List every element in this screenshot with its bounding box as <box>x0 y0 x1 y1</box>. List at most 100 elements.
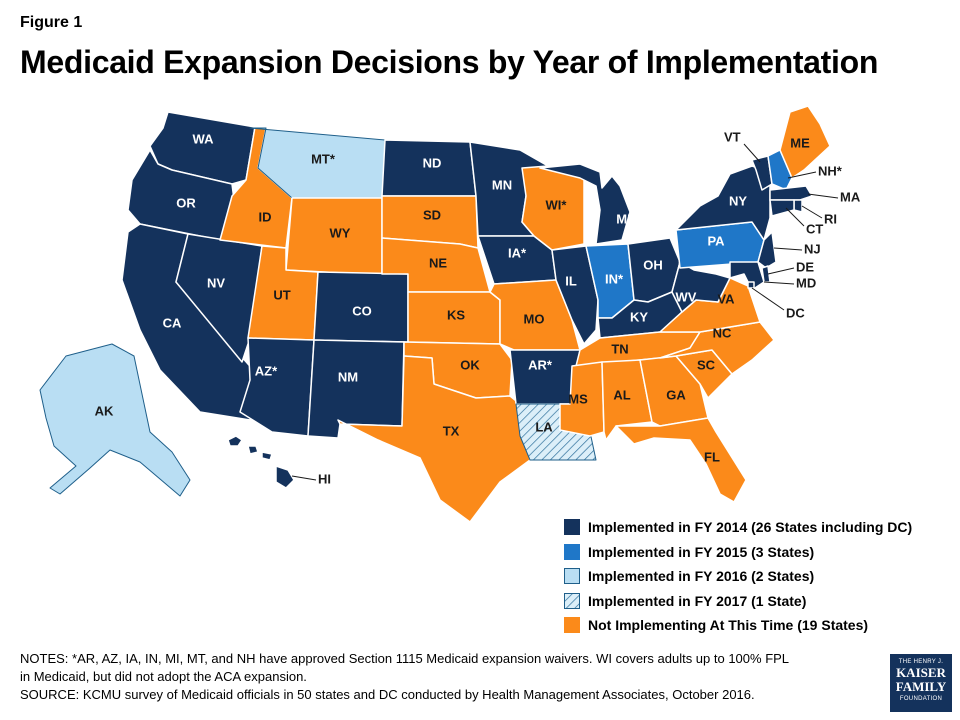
state-label-tx: TX <box>443 423 460 438</box>
leader-line <box>773 247 803 251</box>
state-label-mn: MN <box>492 177 512 192</box>
state-tx <box>337 355 531 523</box>
logo-line-4: FOUNDATION <box>899 696 943 702</box>
state-label-wv: WV <box>676 289 697 304</box>
state-label-ok: OK <box>460 357 480 372</box>
state-label-ar: AR* <box>528 357 553 372</box>
state-label-wi: WI* <box>546 197 568 212</box>
legend-label-fy2014: Implemented in FY 2014 (26 States includ… <box>588 519 913 536</box>
state-az <box>239 337 315 437</box>
state-label-md: MD <box>796 275 816 290</box>
state-hi-part <box>227 435 243 447</box>
legend-swatch-fy2017 <box>564 592 580 609</box>
state-label-ca: CA <box>163 315 182 330</box>
leader-line <box>785 207 805 227</box>
state-label-wa: WA <box>193 131 215 146</box>
state-label-il: IL <box>565 273 577 288</box>
state-label-ga: GA <box>666 387 686 402</box>
state-label-me: ME <box>790 135 810 150</box>
leader-line <box>801 205 823 219</box>
state-label-in: IN* <box>605 271 624 286</box>
leader-line <box>751 287 785 311</box>
state-label-nh: NH* <box>818 163 843 178</box>
state-label-la: LA <box>535 419 553 434</box>
legend-swatch-fy2015 <box>564 543 580 560</box>
notes-line-2: in Medicaid, but did not adopt the ACA e… <box>20 669 307 684</box>
state-label-co: CO <box>352 303 372 318</box>
legend-label-fy2017: Implemented in FY 2017 (1 State) <box>588 592 807 609</box>
leader-line <box>743 143 761 163</box>
state-hi-part <box>275 465 295 489</box>
kff-logo: THE HENRY J. KAISER FAMILY FOUNDATION <box>890 654 952 712</box>
state-label-wy: WY <box>330 225 351 240</box>
state-label-or: OR <box>176 195 196 210</box>
state-label-al: AL <box>613 387 630 402</box>
legend-label-fy2015: Implemented in FY 2015 (3 States) <box>588 543 815 560</box>
state-label-az: AZ* <box>255 363 278 378</box>
notes-line-1: NOTES: *AR, AZ, IA, IN, MI, MT, and NH h… <box>20 651 790 666</box>
legend-item-fy2014: Implemented in FY 2014 (26 States includ… <box>564 515 912 540</box>
state-ri <box>793 199 803 213</box>
state-dc <box>747 281 755 289</box>
state-label-va: VA <box>717 291 735 306</box>
logo-line-3: FAMILY <box>895 679 947 694</box>
state-label-ks: KS <box>447 307 465 322</box>
state-label-vt: VT <box>724 129 741 144</box>
state-label-ri: RI <box>824 211 837 226</box>
leader-line <box>767 267 795 275</box>
state-hi-part <box>261 451 273 461</box>
state-label-sd: SD <box>423 207 441 222</box>
legend-label-fy2016: Implemented in FY 2016 (2 States) <box>588 568 815 585</box>
leader-line <box>763 281 795 285</box>
logo-line-1: THE HENRY J. <box>898 659 944 665</box>
chart-title: Medicaid Expansion Decisions by Year of … <box>20 44 879 80</box>
state-label-pa: PA <box>707 233 725 248</box>
notes: NOTES: *AR, AZ, IA, IN, MI, MT, and NH h… <box>20 650 870 704</box>
legend-item-not-implementing: Not Implementing At This Time (19 States… <box>564 613 912 638</box>
state-label-ky: KY <box>630 309 648 324</box>
logo-line-2: KAISER <box>896 665 946 680</box>
state-label-ma: MA <box>840 189 861 204</box>
legend: Implemented in FY 2014 (26 States includ… <box>564 515 912 638</box>
state-label-ne: NE <box>429 255 447 270</box>
legend-item-fy2016: Implemented in FY 2016 (2 States) <box>564 564 912 589</box>
state-label-nc: NC <box>713 325 732 340</box>
state-label-nv: NV <box>207 275 225 290</box>
legend-swatch-fy2014 <box>564 519 580 536</box>
state-label-ct: CT <box>806 221 823 236</box>
state-ak <box>39 343 191 497</box>
state-nc <box>659 321 775 375</box>
state-hi-part <box>247 445 259 455</box>
state-ct <box>769 199 795 217</box>
leader-line <box>807 193 839 199</box>
legend-label-not-implementing: Not Implementing At This Time (19 States… <box>588 617 869 634</box>
state-label-ia: IA* <box>508 245 527 260</box>
leader-line <box>787 171 817 179</box>
state-label-ms: MS <box>568 391 588 406</box>
state-label-ak: AK <box>95 403 114 418</box>
leader-line <box>291 475 317 481</box>
state-vt <box>751 155 773 191</box>
state-label-mi: MI* <box>616 211 636 226</box>
state-hi <box>227 435 295 489</box>
state-nm <box>307 339 405 439</box>
state-label-oh: OH <box>643 257 663 272</box>
state-label-id: ID <box>259 209 272 224</box>
legend-swatch-fy2016 <box>564 568 580 585</box>
legend-item-fy2017: Implemented in FY 2017 (1 State) <box>564 589 912 614</box>
state-label-sc: SC <box>697 357 716 372</box>
state-mi <box>539 163 631 245</box>
state-nj <box>757 231 777 269</box>
state-label-nm: NM <box>338 369 358 384</box>
source-line: SOURCE: KCMU survey of Medicaid official… <box>20 687 755 702</box>
state-ma <box>769 185 813 201</box>
state-nh <box>767 149 793 191</box>
state-label-nd: ND <box>423 155 442 170</box>
state-label-mo: MO <box>524 311 545 326</box>
state-label-hi: HI <box>318 471 331 486</box>
legend-swatch-not-implementing <box>564 617 580 634</box>
state-label-dc: DC <box>786 305 805 320</box>
state-label-fl: FL <box>704 449 720 464</box>
legend-item-fy2015: Implemented in FY 2015 (3 States) <box>564 540 912 565</box>
